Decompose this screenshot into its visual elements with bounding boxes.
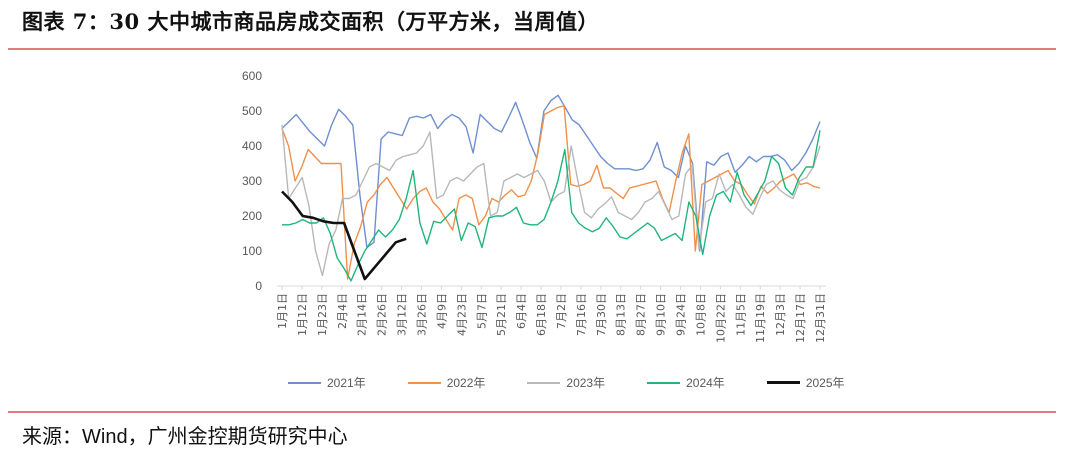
x-tick-label: 5月21日 xyxy=(495,293,508,336)
y-tick-label: 600 xyxy=(242,69,262,83)
x-tick-label: 1月1日 xyxy=(276,293,289,329)
x-tick-label: 3月26日 xyxy=(415,293,428,336)
x-tick-label: 9月24日 xyxy=(675,293,688,336)
x-tick-label: 7月2日 xyxy=(555,293,568,329)
legend-label: 2021年 xyxy=(327,376,366,390)
x-tick-label: 1月23日 xyxy=(316,293,329,336)
x-tick-label: 7月16日 xyxy=(575,293,588,336)
x-tick-label: 8月13日 xyxy=(615,293,628,336)
legend-label: 2022年 xyxy=(446,376,486,390)
x-tick-label: 8月27日 xyxy=(635,293,648,336)
x-tick-label: 6月18日 xyxy=(535,293,548,336)
legend-label: 2023年 xyxy=(566,376,606,390)
legend-swatch xyxy=(288,381,321,384)
legend-label: 2025年 xyxy=(805,376,845,390)
series-line-2021 xyxy=(281,94,821,252)
title-divider xyxy=(8,48,1056,50)
x-tick-label: 5月7日 xyxy=(475,293,488,329)
x-tick-label: 1月12日 xyxy=(296,293,309,336)
x-tick-label: 3月12日 xyxy=(396,293,409,336)
x-tick-label: 2月26日 xyxy=(376,293,389,336)
x-tick-label: 11月19日 xyxy=(754,293,767,343)
y-tick-label: 100 xyxy=(242,244,262,258)
source-wind: Wind xyxy=(82,426,128,448)
x-tick-label: 12月17日 xyxy=(794,293,807,343)
legend-swatch xyxy=(527,381,561,384)
legend-item-2021: 2021年 xyxy=(288,374,366,391)
legend-item-2022: 2022年 xyxy=(407,374,486,391)
source-divider xyxy=(8,411,1056,413)
x-tick-label: 10月22日 xyxy=(714,293,727,343)
x-tick-label: 2月4日 xyxy=(336,293,349,329)
x-tick-label: 6月4日 xyxy=(515,293,528,329)
source-note: 来源：Wind，广州金控期货研究中心 xyxy=(22,420,348,449)
x-tick-label: 10月8日 xyxy=(694,293,707,336)
y-tick-label: 200 xyxy=(242,209,262,223)
x-tick-label: 2月14日 xyxy=(356,293,369,336)
legend-swatch xyxy=(647,381,681,384)
legend-swatch xyxy=(766,381,800,384)
y-tick-label: 0 xyxy=(255,279,262,293)
source-suffix: ，广州金控期货研究中心 xyxy=(127,424,348,448)
x-tick-label: 7月30日 xyxy=(595,293,608,336)
legend-label: 2024年 xyxy=(686,376,725,390)
source-prefix: 来源： xyxy=(22,424,82,448)
x-tick-label: 12月3日 xyxy=(774,293,787,336)
series-line-2025 xyxy=(281,190,407,281)
legend-item-2024: 2024年 xyxy=(647,374,725,391)
y-tick-label: 500 xyxy=(242,104,262,118)
x-tick-label: 4月23日 xyxy=(455,293,468,336)
x-tick-label: 9月10日 xyxy=(655,293,668,336)
legend-item-2025: 2025年 xyxy=(766,374,845,391)
chart-title: 图表 7：30 大中城市商品房成交面积（万平方米，当周值） xyxy=(22,9,599,34)
x-tick-label: 4月9日 xyxy=(435,293,448,329)
y-tick-label: 400 xyxy=(242,139,262,153)
x-tick-label: 11月5日 xyxy=(734,293,747,336)
series-line-2024 xyxy=(282,130,821,282)
x-tick-label: 12月31日 xyxy=(814,293,827,343)
chart-legend: 2021年 2022年 2023年 2024年 2025年 xyxy=(288,374,887,391)
series-line-2022 xyxy=(281,105,821,280)
legend-swatch xyxy=(407,381,441,384)
y-tick-label: 300 xyxy=(242,174,262,188)
legend-item-2023: 2023年 xyxy=(527,374,605,391)
